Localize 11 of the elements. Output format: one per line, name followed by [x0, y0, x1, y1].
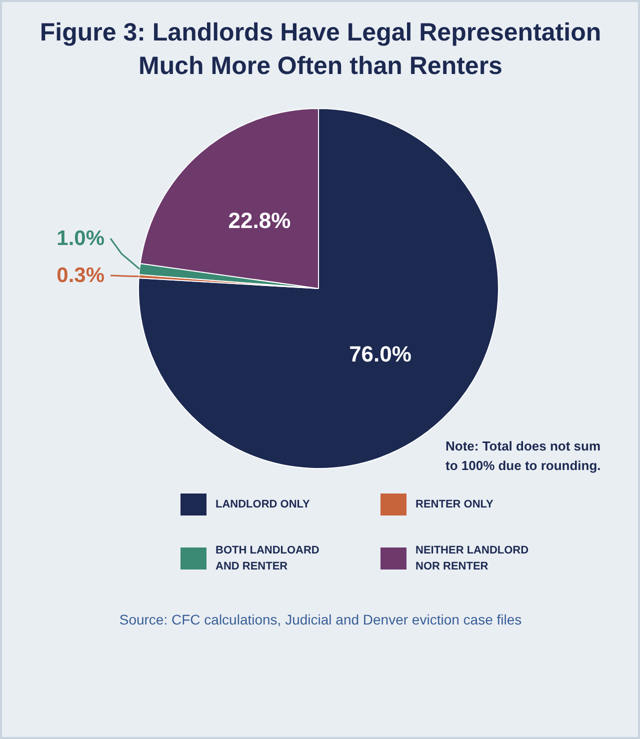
text: Note: Total does not sum to 100% due to rounding. [446, 438, 601, 473]
source-note: Source: CFC calculations, Judicial and Denver eviction case files [119, 612, 522, 628]
legend-label: BOTH LANDLOARD AND RENTER [216, 544, 320, 572]
data-label: 22.8% [228, 208, 291, 234]
legend-label: RENTER ONLY [416, 498, 494, 510]
legend-label: NEITHER LANDLORD NOR RENTER [416, 544, 529, 572]
data-label: 0.3% [56, 264, 105, 287]
legend-label: LANDLORD ONLY [216, 498, 310, 510]
data-label: 1.0% [56, 227, 105, 250]
data-label: 76.0% [349, 341, 412, 366]
chart-title: Figure 3: Landlords Have Legal Representation Much More Often than Renters [40, 18, 602, 80]
